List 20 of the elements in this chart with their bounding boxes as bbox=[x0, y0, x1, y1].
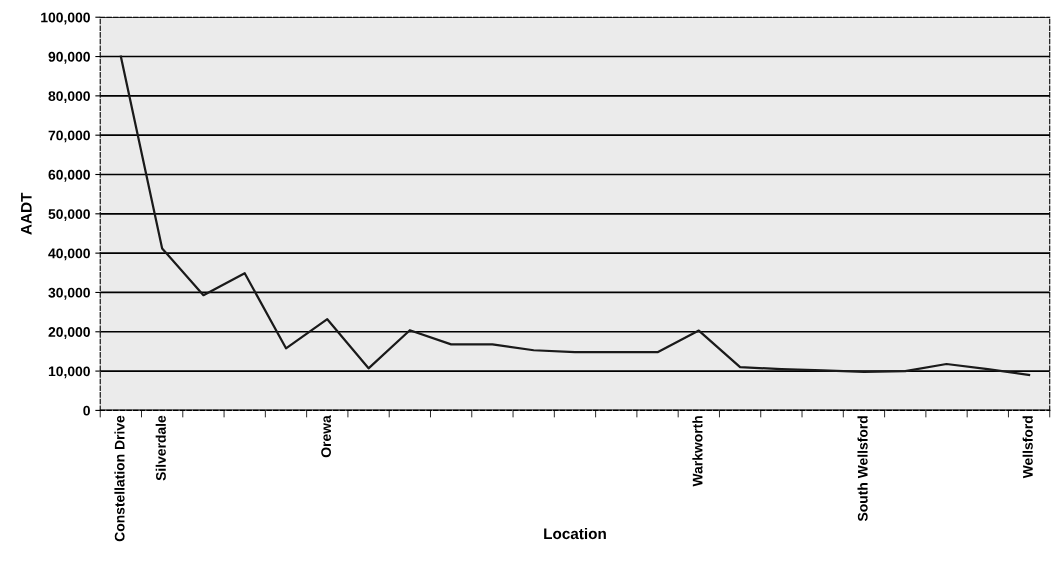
y-tick-label: 50,000 bbox=[48, 209, 90, 221]
x-tick-label: Wellsford bbox=[1022, 416, 1033, 479]
y-tick-label: 60,000 bbox=[48, 169, 90, 182]
y-axis-title: AADT bbox=[21, 192, 32, 235]
y-tick-label: 100,000 bbox=[41, 12, 90, 25]
x-tick-label: Constellation Drive bbox=[114, 415, 125, 542]
x-tick-label: Silverdale bbox=[155, 415, 166, 481]
y-tick-label: 90,000 bbox=[48, 51, 90, 64]
y-tick-label: 0 bbox=[83, 405, 90, 416]
y-tick-label: 30,000 bbox=[48, 287, 90, 300]
y-tick-label: 80,000 bbox=[48, 91, 90, 104]
y-tick-label: 70,000 bbox=[48, 130, 90, 143]
y-tick-label: 20,000 bbox=[48, 327, 90, 339]
y-tick-label: 40,000 bbox=[48, 248, 90, 261]
line-series bbox=[119, 55, 1031, 377]
x-tick-label: Orewa bbox=[321, 415, 332, 458]
y-tick-label: 10,000 bbox=[48, 366, 90, 379]
x-tick-label: South Wellsford bbox=[857, 416, 868, 522]
x-tick-label: Warkworth bbox=[692, 416, 703, 487]
x-axis-title: Location bbox=[544, 527, 606, 540]
